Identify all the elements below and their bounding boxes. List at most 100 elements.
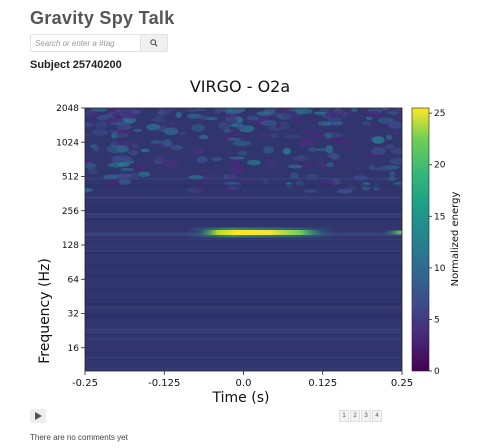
band-stripe — [85, 328, 402, 331]
noise-blob — [146, 123, 161, 131]
noise-blob — [381, 108, 392, 111]
noise-blob — [140, 148, 150, 153]
band-stripe — [85, 352, 402, 354]
pager-item-3[interactable]: 3 — [361, 410, 371, 422]
noise-blob — [115, 144, 130, 153]
noise-blob — [132, 143, 139, 149]
noise-blob — [264, 108, 277, 112]
noise-blob — [154, 114, 165, 120]
x-tick-label: -0.25 — [72, 378, 98, 389]
noise-blob — [128, 149, 139, 156]
noise-blob — [103, 112, 112, 119]
noise-blob — [238, 150, 248, 156]
noise-blob — [280, 121, 290, 130]
band-stripe — [85, 298, 402, 301]
noise-blob — [282, 113, 300, 119]
noise-blob — [90, 108, 109, 112]
noise-blob — [166, 108, 175, 110]
band-stripe — [85, 265, 402, 266]
noise-blob — [162, 159, 179, 168]
y-axis-ticks: 2048 1024 512 256 128 64 32 16 — [56, 104, 85, 354]
noise-blob — [389, 157, 402, 165]
noise-blob — [317, 120, 332, 126]
search-icon — [150, 39, 158, 47]
noise-blob — [195, 169, 208, 173]
search-button[interactable] — [140, 35, 167, 51]
noise-blob — [262, 179, 269, 184]
noise-blob — [304, 189, 317, 193]
noise-blob — [351, 108, 358, 113]
noise-blob — [328, 151, 337, 159]
noise-blob — [371, 124, 389, 128]
noise-blob — [327, 132, 344, 138]
no-comments-text: There are no comments yet — [30, 433, 128, 442]
noise-blob — [167, 122, 178, 126]
noise-blob — [246, 116, 259, 121]
noise-blob — [323, 132, 333, 139]
noise-blob — [164, 127, 179, 136]
y-tick-label: 16 — [68, 344, 80, 354]
noise-blob — [324, 111, 343, 118]
x-axis-label: Time (s) — [212, 390, 270, 406]
band-stripe — [85, 295, 402, 298]
pager-item-4[interactable]: 4 — [372, 410, 382, 422]
y-tick-label: 128 — [62, 241, 79, 251]
noise-blob — [85, 133, 91, 137]
band-stripe — [85, 213, 402, 216]
y-tick-label: 32 — [68, 310, 79, 320]
noise-blob — [230, 166, 243, 174]
noise-blob — [353, 175, 368, 181]
pager-item-2[interactable]: 2 — [350, 410, 360, 422]
noise-blob — [154, 156, 168, 162]
band-stripe — [85, 250, 402, 252]
noise-blob — [336, 188, 353, 194]
noise-blob — [85, 187, 93, 193]
noise-blob — [118, 129, 125, 133]
band-stripe — [85, 331, 402, 333]
band-stripe — [85, 184, 402, 187]
noise-blob — [326, 162, 334, 168]
noise-blob — [162, 139, 173, 147]
noise-blob — [113, 141, 132, 147]
y-tick-label: 256 — [62, 207, 79, 217]
noise-blob — [307, 147, 317, 152]
noise-blob — [88, 111, 99, 120]
pager-item-1[interactable]: 1 — [339, 410, 349, 422]
band-stripe — [85, 216, 402, 218]
spectrogram-texture — [85, 108, 402, 370]
play-button[interactable] — [30, 409, 46, 423]
band-stripe — [85, 207, 402, 209]
noise-blob — [233, 140, 251, 147]
noise-blob — [390, 147, 402, 155]
band-stripe — [85, 217, 402, 220]
noise-blob — [175, 111, 182, 118]
band-stripe — [85, 186, 402, 188]
noise-blob — [377, 117, 395, 124]
y-tick-label: 2048 — [56, 104, 79, 114]
search-input[interactable] — [31, 36, 143, 50]
noise-blob — [324, 145, 334, 154]
noise-blob — [132, 164, 146, 170]
noise-blob — [247, 159, 261, 166]
band-stripe — [85, 304, 402, 306]
noise-blob — [229, 156, 245, 160]
colorbar-label: Normalized energy — [450, 192, 461, 287]
noise-blob — [87, 120, 96, 126]
noise-blob — [228, 108, 246, 114]
band-stripe — [85, 245, 402, 247]
noise-blob — [85, 159, 94, 166]
noise-blob — [108, 129, 120, 134]
noise-blob — [389, 170, 396, 178]
noise-blob — [284, 134, 302, 139]
site-title[interactable]: Gravity Spy Talk — [30, 8, 175, 28]
colorbar-tick-label: 5 — [434, 315, 440, 325]
band-stripe — [85, 274, 402, 276]
y-tick-label: 1024 — [56, 138, 79, 148]
noise-blob — [296, 108, 313, 115]
noise-blob — [368, 164, 376, 171]
colorbar-tick-label: 25 — [434, 109, 445, 119]
band-stripe — [85, 303, 402, 305]
noise-blob — [92, 147, 101, 152]
noise-blob — [111, 111, 128, 118]
band-stripe — [85, 315, 402, 317]
